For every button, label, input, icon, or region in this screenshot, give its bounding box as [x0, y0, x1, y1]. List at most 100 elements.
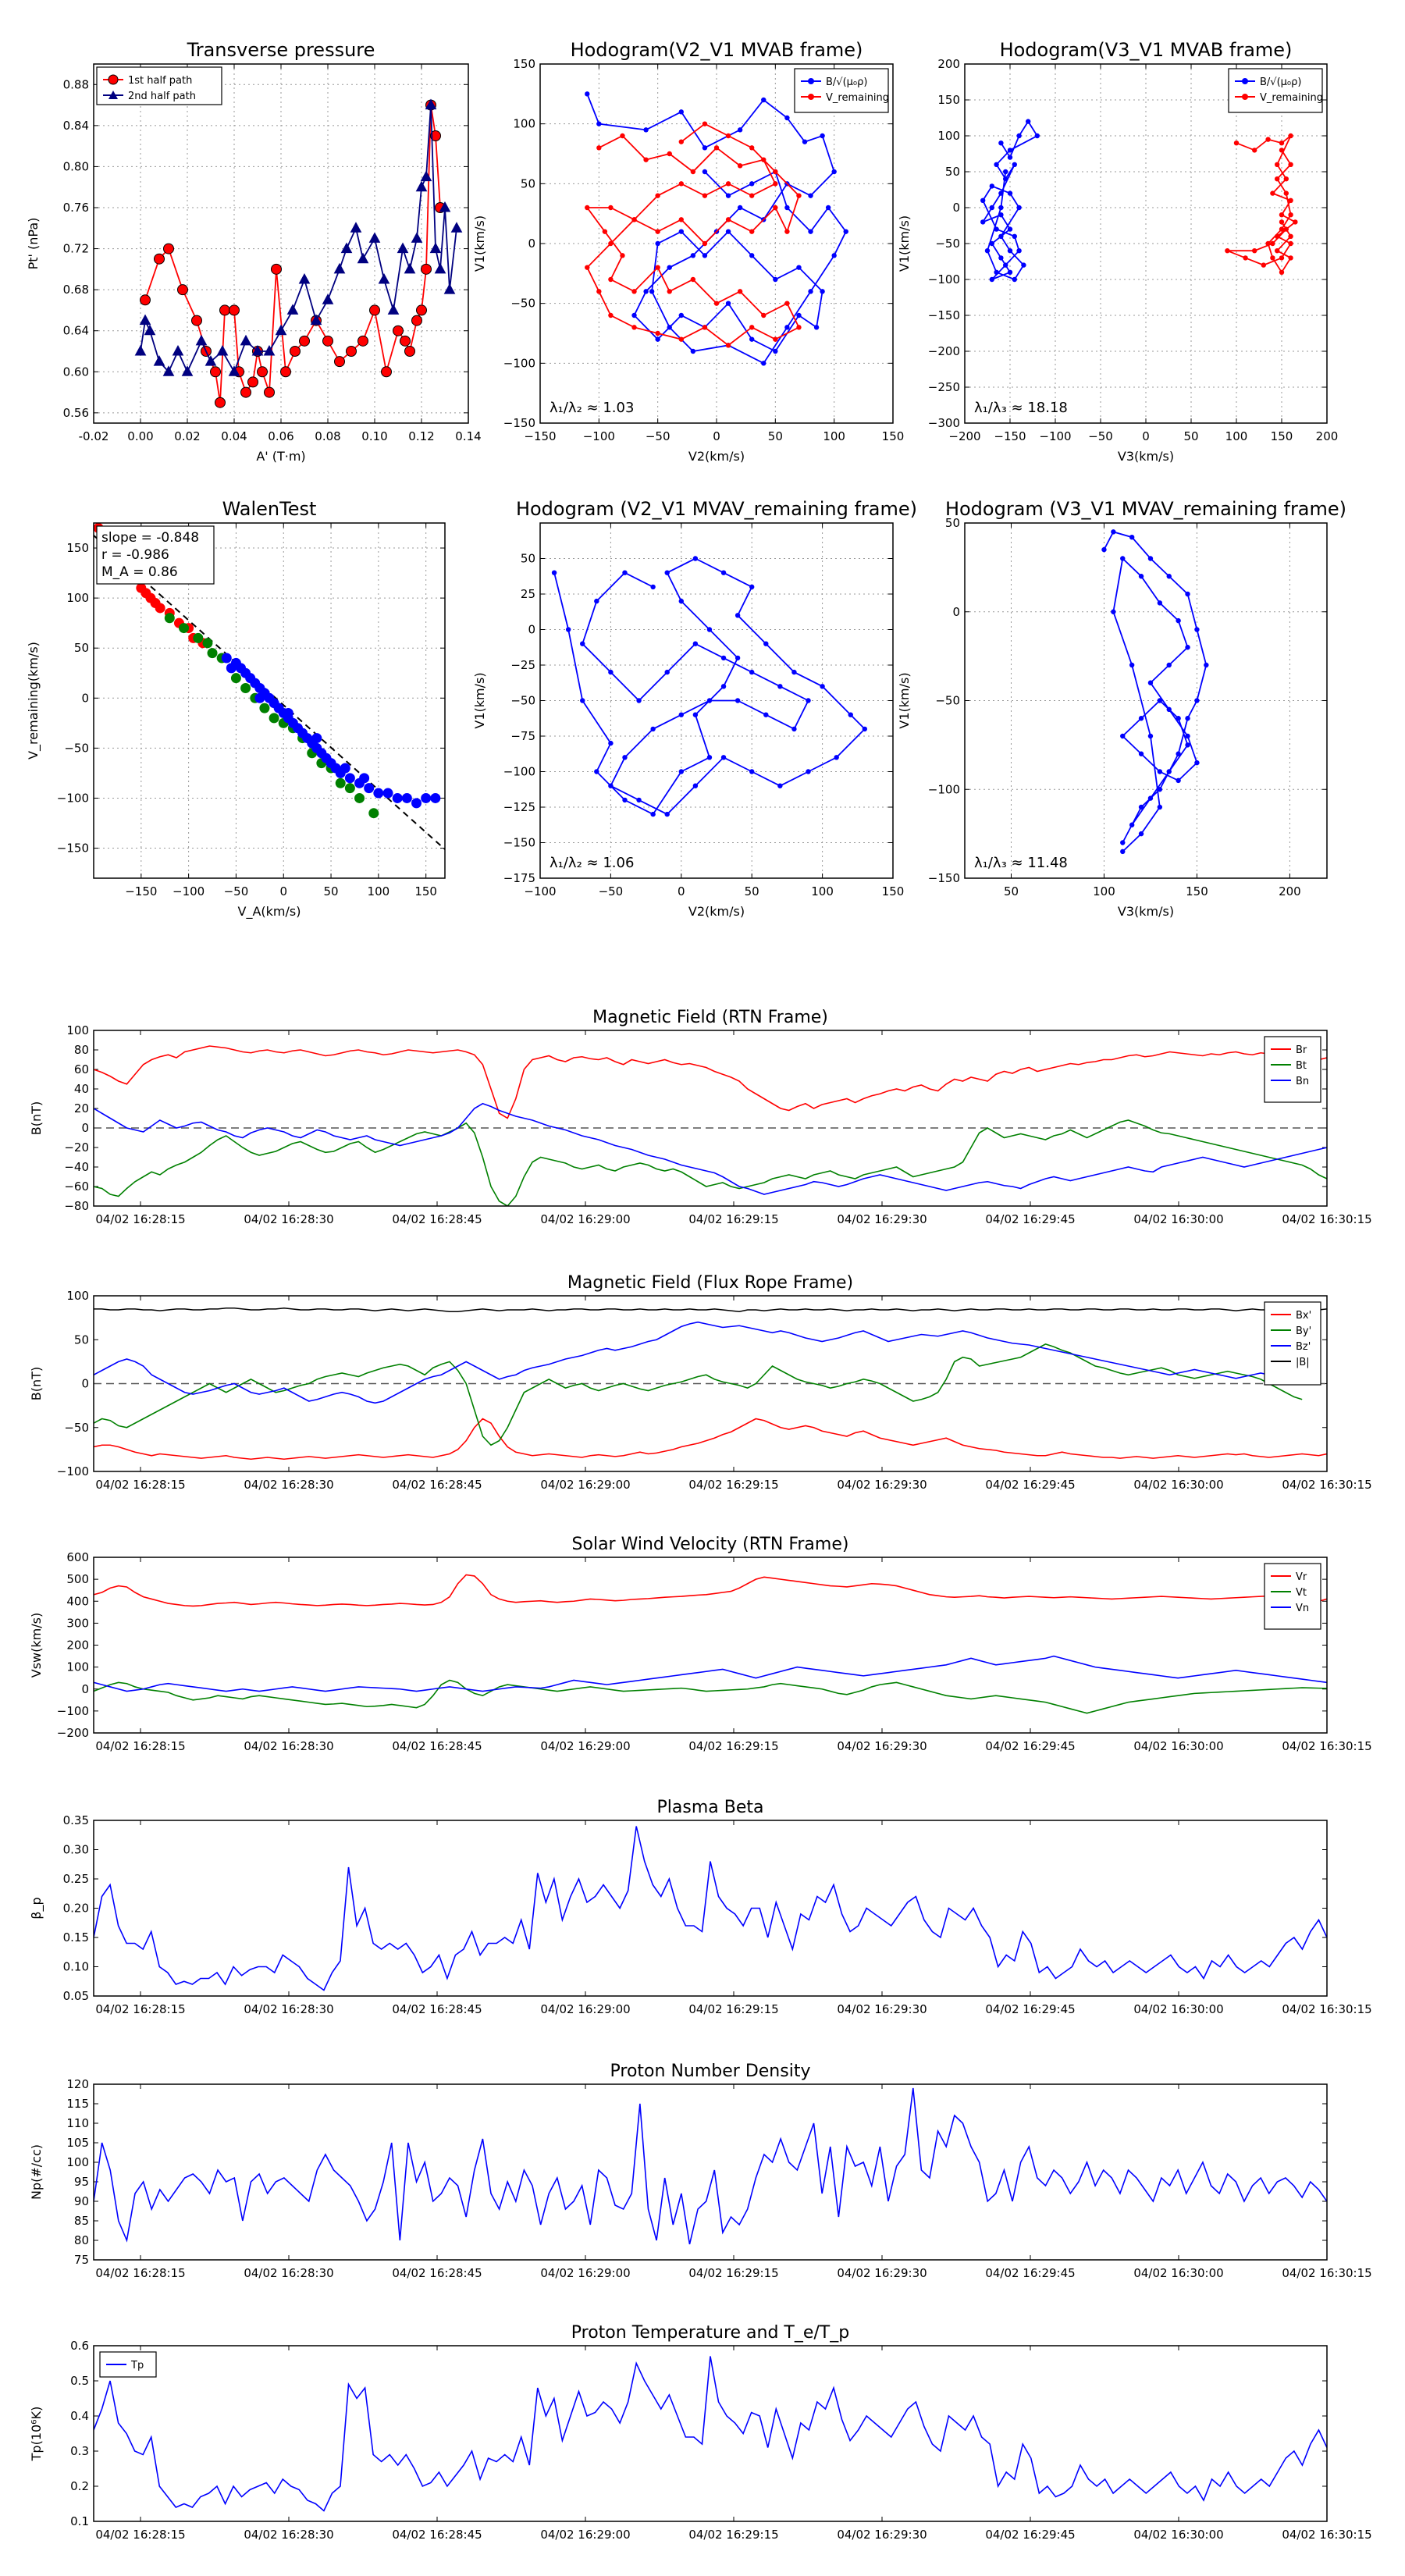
marker-dot [678, 109, 684, 115]
series-group [134, 98, 463, 408]
y-axis-label: Np(#/cc) [29, 2144, 44, 2200]
scatter-point-blue [254, 692, 265, 703]
marker-dot [808, 193, 813, 198]
marker-dot [784, 205, 790, 211]
ytick-label: 150 [937, 93, 960, 107]
marker-dot [608, 276, 614, 283]
marker-dot [749, 145, 755, 151]
marker-triangle [144, 324, 156, 336]
marker-dot [1147, 680, 1154, 685]
y-axis-label: Tp(10⁶K) [29, 2407, 44, 2462]
ytick-label: 100 [66, 1023, 89, 1037]
legend-label: B/√(μ₀ρ) [826, 76, 867, 88]
scatter-point-blue [340, 763, 350, 774]
xtick-label: 04/02 16:28:15 [95, 1739, 185, 1753]
ticks: 75 80 85 90 95 100 105 110 115 120 04/02 16:28:15 0… [66, 2077, 1371, 2280]
marker-dot [594, 769, 599, 774]
ytick-label: 50 [945, 165, 960, 179]
axes-frame [93, 1295, 1328, 1472]
ticks: 0.56 0.60 0.64 0.68 0.72 0.76 0.80 0.84 0.88 -0.0… [63, 64, 482, 443]
series-group [94, 1307, 1327, 1461]
marker-dot [808, 289, 813, 294]
ytick-label: −150 [503, 836, 535, 850]
xtick-label: 04/02 16:29:00 [540, 1478, 630, 1492]
y-axis-label: Vsw(km/s) [29, 1613, 44, 1678]
ytick-label: 100 [66, 1289, 89, 1303]
ytick-label: 0.5 [70, 2374, 89, 2388]
marker-dot [706, 627, 713, 632]
series-line-Bn [94, 1102, 1327, 1195]
ytick-label: 0.3 [70, 2444, 89, 2458]
marker-dot [998, 205, 1004, 211]
xtick-label: 04/02 16:29:45 [985, 1739, 1075, 1753]
xtick-label: 0 [279, 884, 287, 898]
marker-dot [720, 684, 727, 689]
marker-dot [1275, 176, 1280, 182]
marker-dot [692, 783, 699, 788]
xtick-label: 04/02 16:28:45 [392, 1212, 482, 1226]
ytick-label: 0.2 [70, 2479, 89, 2493]
marker-circle [416, 304, 427, 316]
xtick-label: 04/02 16:28:15 [95, 2002, 185, 2016]
series-line-Bz' [94, 1321, 1294, 1404]
ytick-label: −50 [64, 1421, 89, 1435]
marker-dot [1138, 574, 1144, 579]
marker-dot [1288, 197, 1293, 203]
xtick-label: 04/02 16:28:45 [392, 2266, 482, 2280]
marker-circle [404, 346, 415, 357]
marker-dot [1138, 831, 1144, 837]
marker-dot [773, 181, 778, 187]
marker-dot [1265, 240, 1271, 247]
xtick-label: −150 [125, 884, 157, 898]
marker-dot [1007, 226, 1013, 232]
marker-circle [393, 325, 404, 336]
xtick-label: 04/02 16:29:30 [837, 1739, 927, 1753]
chart-transverse: 0.56 0.60 0.64 0.68 0.72 0.76 0.80 0.84 0.88 -0.0… [26, 39, 482, 464]
ticks: −80 −60 −40 −20 0 20 40 60 80 100 04/02 16:28:15 04… [64, 1023, 1371, 1226]
marker-circle [346, 346, 357, 357]
ytick-label: 80 [74, 1043, 89, 1057]
marker-dot [713, 301, 720, 306]
marker-dot [1252, 148, 1257, 153]
legend-frame [1264, 1036, 1321, 1103]
marker-triangle [310, 314, 322, 326]
marker-triangle [439, 201, 451, 212]
marker-dot [802, 139, 808, 144]
marker-dot [1233, 141, 1240, 146]
ytick-label: 0.20 [63, 1902, 89, 1916]
marker-dot [580, 641, 585, 646]
ytick-label: 50 [521, 552, 535, 566]
marker-dot [998, 212, 1004, 218]
marker-dot [1120, 849, 1126, 855]
ticks: 0.1 0.2 0.3 0.4 0.5 0.6 04/02 16:28:15 04/02 16… [70, 2339, 1372, 2542]
xtick-label: 04/02 16:28:30 [244, 1478, 333, 1492]
annotation-text: λ₁/λ₂ ≈ 1.03 [550, 400, 634, 416]
legend-label: Vn [1296, 1603, 1309, 1614]
marker-triangle [134, 344, 147, 356]
xtick-label: 0.10 [361, 429, 387, 443]
ticks: −150 −100 −50 0 50 50 100 150 200 [928, 516, 1327, 898]
marker-circle [257, 366, 268, 378]
marker-dot [1012, 233, 1018, 239]
marker-dot [831, 169, 837, 175]
plot-area [94, 2346, 1327, 2521]
marker-dot [1275, 248, 1280, 254]
marker-dot [608, 740, 614, 746]
marker-dot [806, 698, 811, 703]
axes-frame [539, 522, 894, 879]
marker-dot [643, 127, 649, 133]
xtick-label: 0.08 [315, 429, 340, 443]
marker-circle [240, 386, 251, 398]
xtick-label: −50 [646, 429, 670, 443]
axes-frame [93, 1820, 1328, 1997]
marker-triangle [298, 272, 311, 284]
legend-marker [1242, 94, 1248, 100]
legend-marker [1242, 78, 1248, 84]
marker-dot [1016, 248, 1022, 254]
ytick-label: 110 [66, 2116, 89, 2130]
marker-dot [980, 197, 986, 203]
ytick-label: 0.88 [63, 77, 89, 91]
ytick-label: 0.72 [63, 242, 89, 256]
ytick-label: 105 [66, 2136, 89, 2150]
marker-dot [843, 229, 848, 234]
